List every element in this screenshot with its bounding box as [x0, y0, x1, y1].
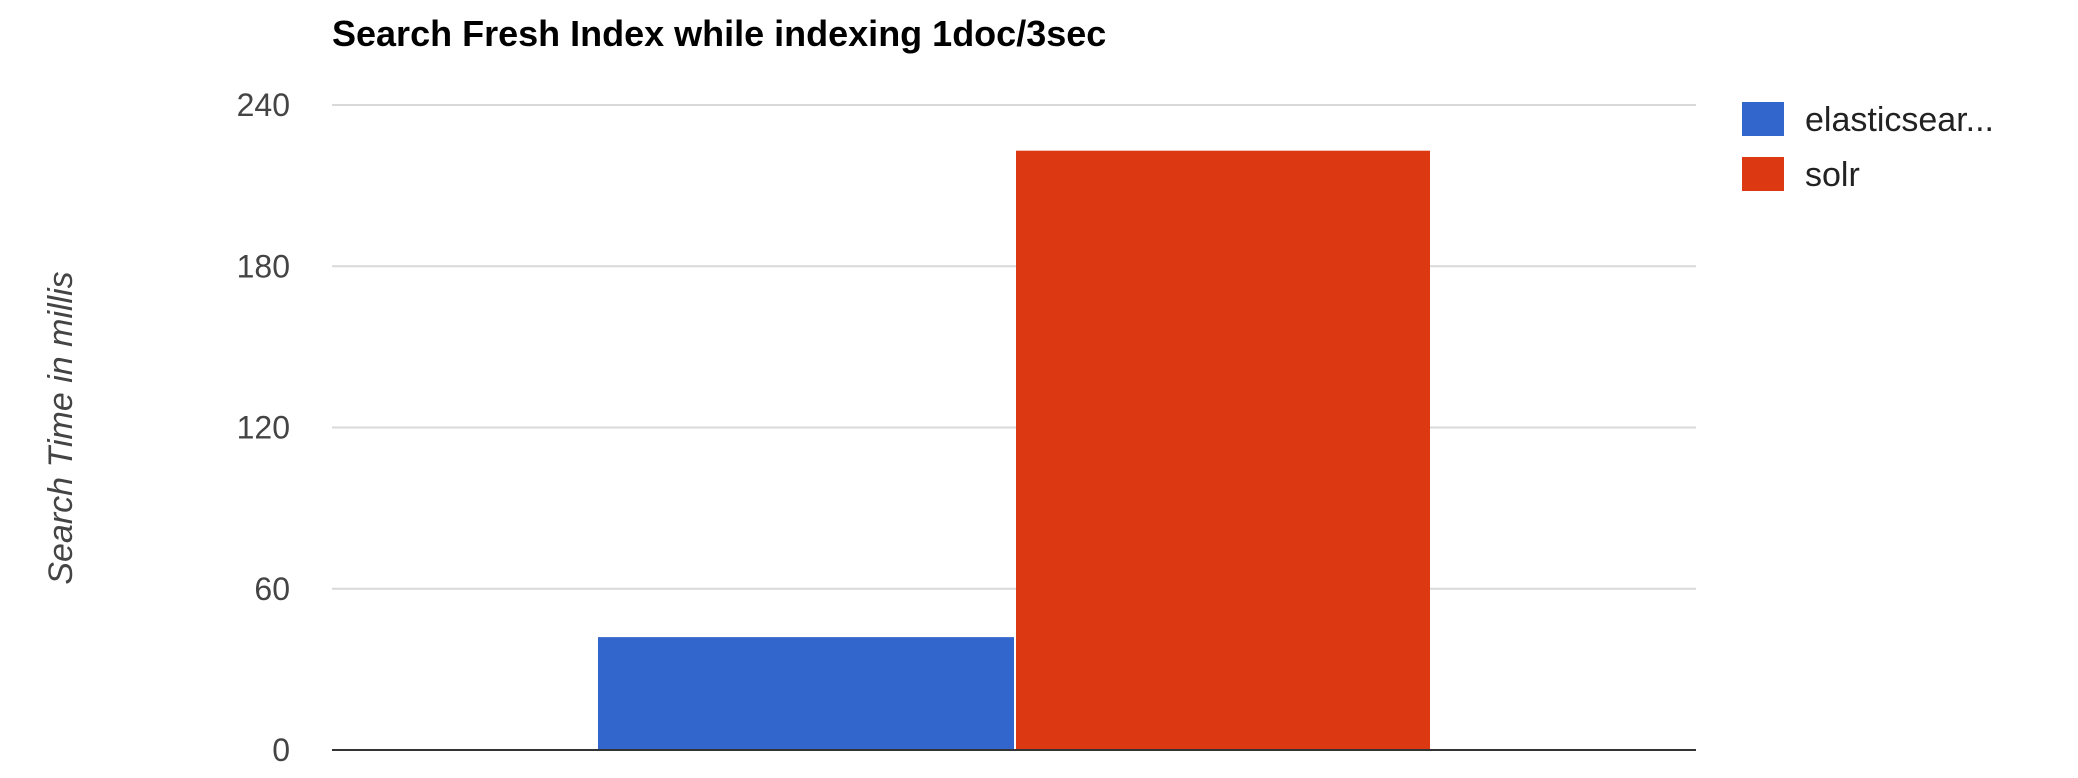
- legend-label: solr: [1805, 156, 1860, 194]
- y-tick-label: 120: [237, 410, 290, 446]
- bars: [597, 150, 1431, 750]
- y-tick-label: 180: [237, 248, 290, 284]
- y-tick-label: 60: [254, 571, 290, 607]
- y-axis-label: Search Time in millis: [42, 271, 80, 584]
- legend[interactable]: elasticsear... solr: [1742, 101, 1994, 194]
- legend-swatch: [1742, 157, 1784, 191]
- y-tick-label: 0: [272, 732, 290, 768]
- bar-elasticsear[interactable]: [597, 637, 1014, 750]
- chart-title: Search Fresh Index while indexing 1doc/3…: [332, 13, 1106, 54]
- y-tick-label: 240: [237, 87, 290, 123]
- legend-label: elasticsear...: [1805, 101, 1994, 139]
- bar-solr[interactable]: [1016, 150, 1431, 750]
- legend-swatch: [1742, 102, 1784, 136]
- gridlines: [332, 104, 1696, 590]
- y-axis-ticks: 0 60 120 180 240: [237, 87, 290, 768]
